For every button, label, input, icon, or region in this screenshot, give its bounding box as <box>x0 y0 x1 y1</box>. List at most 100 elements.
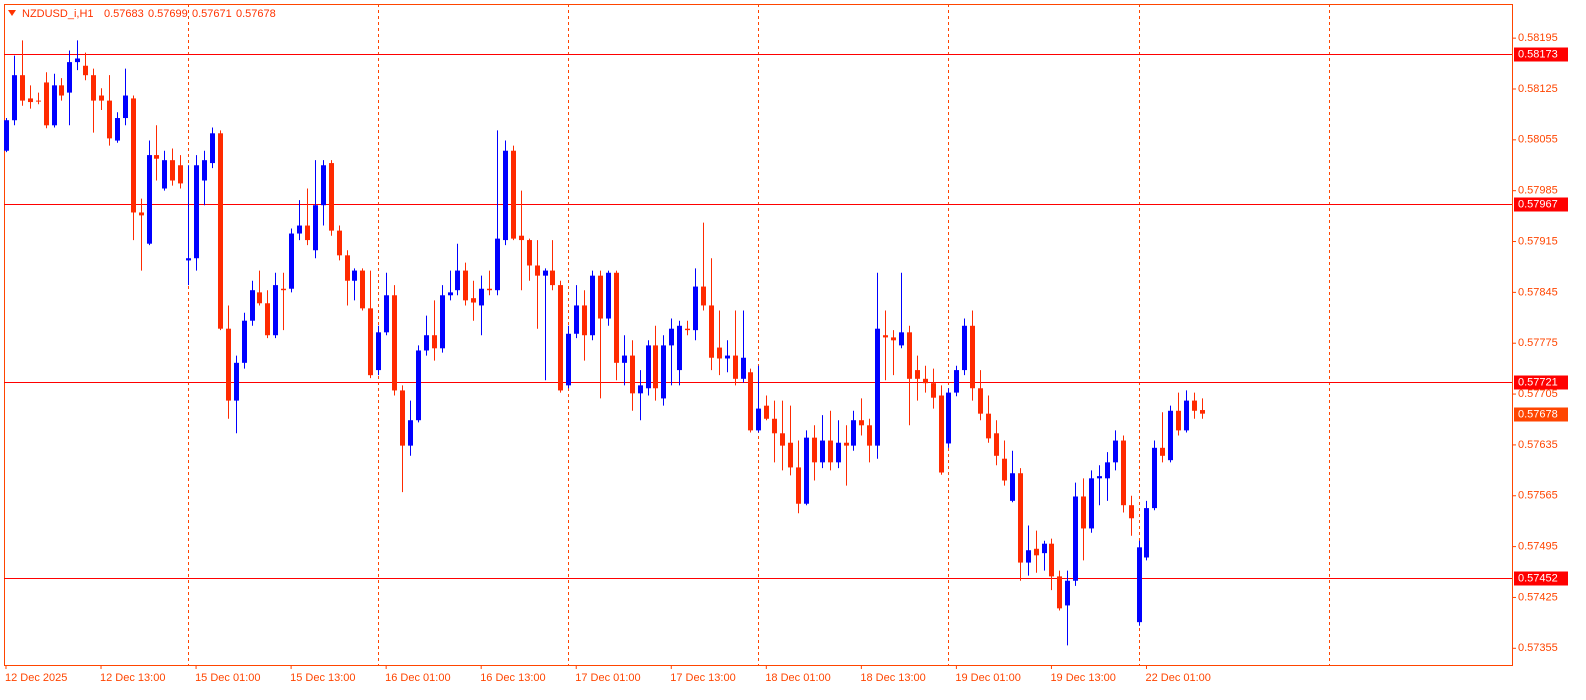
candle-body <box>1018 473 1023 563</box>
candle-body <box>471 298 476 303</box>
candle-body <box>677 325 682 371</box>
y-tick-label: 0.57985 <box>1518 185 1558 197</box>
candle-body <box>915 370 920 379</box>
x-tick-label: 18 Dec 01:00 <box>765 672 830 684</box>
x-tick-label: 22 Dec 01:00 <box>1145 672 1210 684</box>
candle-body <box>352 270 357 281</box>
candle-body <box>1065 580 1070 606</box>
x-tick-label: 19 Dec 13:00 <box>1050 672 1115 684</box>
current-price-box <box>1514 407 1568 422</box>
y-tick-label: 0.57915 <box>1518 235 1558 247</box>
candle-body <box>234 362 239 401</box>
candle-body <box>1144 508 1149 558</box>
level-label-box <box>1514 375 1568 390</box>
candle-body <box>986 413 991 439</box>
header-open: 0.57683 <box>104 8 144 20</box>
y-tick-label: 0.57845 <box>1518 286 1558 298</box>
candle-body <box>804 437 809 504</box>
candle-body <box>36 100 41 102</box>
candle-body <box>638 385 643 394</box>
candle-body <box>780 433 785 446</box>
candle-body <box>772 418 777 434</box>
candle-body <box>162 160 167 189</box>
x-tick-label: 18 Dec 13:00 <box>860 672 925 684</box>
candle-body <box>764 405 769 419</box>
candle-body <box>1192 400 1197 411</box>
candle-body <box>574 305 579 334</box>
candle-body <box>543 270 548 276</box>
candle-body <box>994 433 999 456</box>
candle-body <box>313 205 318 251</box>
level-label: 0.57721 <box>1518 376 1558 388</box>
current-price-label: 0.57678 <box>1518 408 1558 420</box>
y-tick-label: 0.57495 <box>1518 541 1558 553</box>
y-tick-label: 0.57425 <box>1518 591 1558 603</box>
candle-body <box>131 98 136 213</box>
candle-body <box>1160 447 1165 456</box>
candle-body <box>257 292 262 304</box>
candle-body <box>250 290 255 321</box>
candle-body <box>1073 496 1078 581</box>
candle-body <box>622 355 627 363</box>
candle-body <box>337 230 342 256</box>
candle-body <box>1026 550 1031 563</box>
candle-body <box>178 165 183 184</box>
candle-body <box>487 288 492 291</box>
candle-body <box>590 275 595 336</box>
candle-body <box>416 350 421 421</box>
candle-body <box>946 392 951 444</box>
candle-body <box>756 408 761 431</box>
y-tick-label: 0.57635 <box>1518 439 1558 451</box>
candle-body <box>1121 440 1126 506</box>
plot-frame <box>4 4 1513 666</box>
candle-body <box>923 378 928 384</box>
candle-body <box>52 85 57 126</box>
candle-body <box>4 120 9 151</box>
candle-body <box>273 285 278 336</box>
candle-body <box>91 75 96 101</box>
candle-body <box>733 355 738 379</box>
candle-body <box>12 75 17 121</box>
candle-body <box>1184 400 1189 431</box>
candle-body <box>693 286 698 331</box>
level-label: 0.58173 <box>1518 48 1558 60</box>
x-tick-label: 19 Dec 01:00 <box>955 672 1020 684</box>
candle-body <box>400 390 405 446</box>
level-label-box <box>1514 571 1568 586</box>
candle-body <box>836 442 841 463</box>
candle-body <box>883 335 888 338</box>
menu-arrow[interactable] <box>8 10 16 16</box>
candle-body <box>725 355 730 359</box>
candle-body <box>550 270 555 286</box>
candle-body <box>503 150 508 241</box>
candle-body <box>210 133 215 164</box>
candle-body <box>867 425 872 446</box>
candle-body <box>1057 576 1062 609</box>
candle-body <box>1049 543 1054 577</box>
candle-body <box>685 328 690 331</box>
candle-body <box>408 420 413 446</box>
candle-body <box>558 285 563 391</box>
candle-body <box>1097 476 1102 479</box>
x-tick-label: 12 Dec 13:00 <box>100 672 165 684</box>
candle-body <box>186 258 191 261</box>
candle-body <box>978 388 983 414</box>
candle-body <box>828 440 833 463</box>
candle-body <box>83 65 88 76</box>
candle-body <box>218 133 223 329</box>
candle-body <box>701 286 706 306</box>
candle-body <box>115 118 120 141</box>
candle-body <box>479 288 484 306</box>
candle-body <box>899 332 904 346</box>
candle-body <box>859 420 864 426</box>
header-high: 0.57699 <box>148 8 188 20</box>
candle-body <box>1002 458 1007 481</box>
candle-body <box>1081 496 1086 529</box>
candle-body <box>226 328 231 401</box>
candle-body <box>1113 440 1118 463</box>
candle-body <box>345 255 350 281</box>
candle-body <box>741 357 746 379</box>
candle-body <box>289 233 294 289</box>
candle-body <box>28 98 33 103</box>
